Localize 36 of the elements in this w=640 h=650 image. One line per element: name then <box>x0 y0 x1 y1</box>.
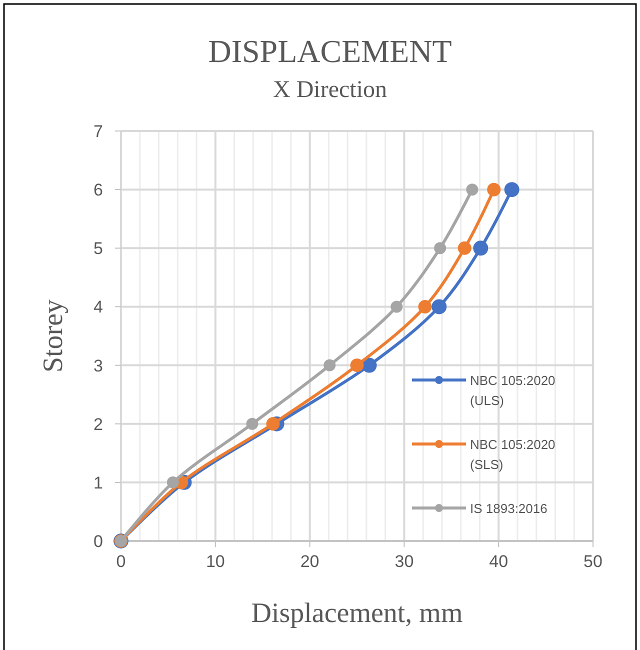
point <box>266 417 280 431</box>
y-tick-label: 6 <box>94 180 103 200</box>
point <box>487 182 501 196</box>
y-tick-label: 4 <box>94 298 103 317</box>
point <box>432 299 447 314</box>
x-tick-label: 30 <box>394 552 414 571</box>
point <box>473 240 488 256</box>
point <box>246 418 258 430</box>
legend-label: IS 1893:2016 <box>470 501 548 516</box>
y-axis-title: Storey <box>38 299 69 373</box>
x-tick-label: 20 <box>300 552 320 571</box>
point <box>350 358 364 372</box>
point <box>466 184 478 196</box>
point <box>434 242 446 254</box>
x-tick-label: 40 <box>489 552 508 571</box>
y-tick-label: 1 <box>94 473 103 492</box>
legend-label: NBC 105:2020 (ULS) <box>470 373 556 408</box>
point <box>166 476 179 488</box>
y-tick-label: 3 <box>94 356 103 376</box>
x-tick-label: 10 <box>206 552 225 571</box>
y-tick-label: 5 <box>94 239 103 258</box>
chart-subtitle: X Direction <box>273 77 387 103</box>
y-tick-label: 0 <box>94 532 103 551</box>
x-tick-label: 50 <box>584 552 602 571</box>
point <box>458 241 472 255</box>
point <box>504 182 520 198</box>
point <box>324 359 336 372</box>
x-tick-label: 0 <box>116 552 126 571</box>
point <box>362 358 377 373</box>
legend-label: NBC 105:2020 (SLS) <box>470 437 556 472</box>
y-tick-label: 7 <box>94 122 103 141</box>
y-tick-label: 2 <box>94 414 103 434</box>
point <box>390 300 403 313</box>
x-axis-title: Displacement, mm <box>251 598 463 629</box>
chart-title: DISPLACEMENT <box>208 33 452 69</box>
point <box>418 300 432 314</box>
